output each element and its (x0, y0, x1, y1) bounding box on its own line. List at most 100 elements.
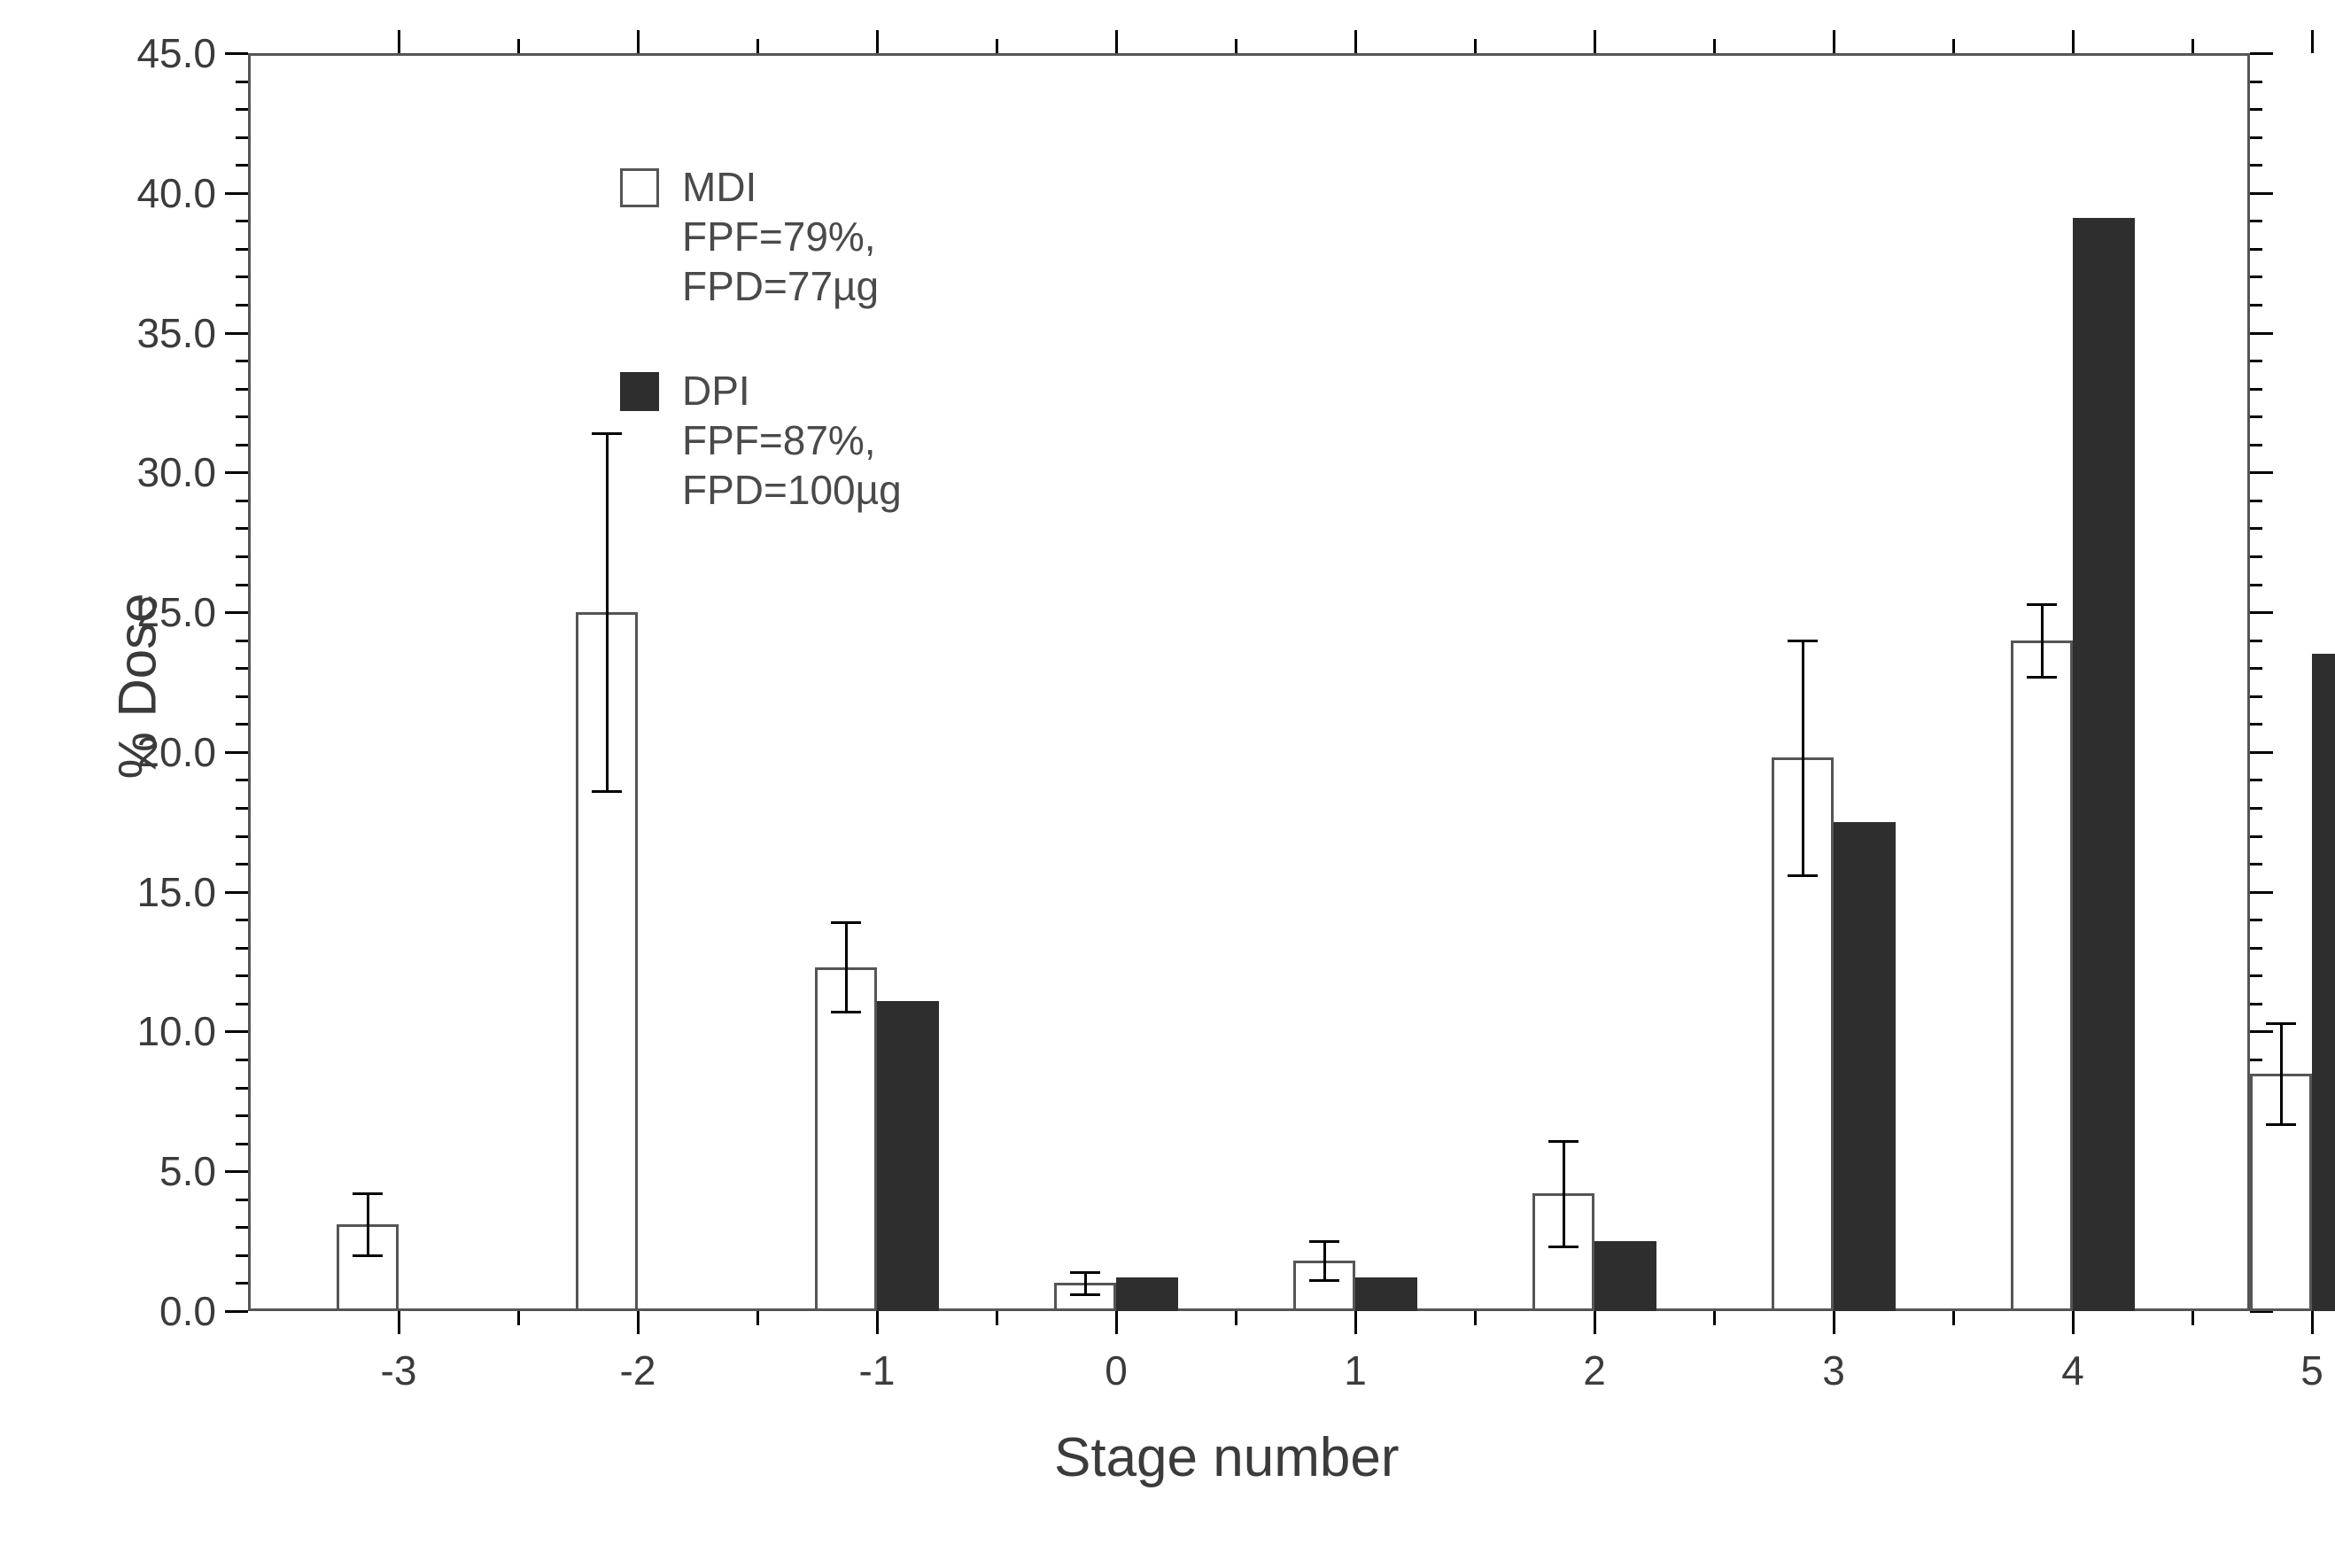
y-minor-tick (236, 584, 248, 586)
y-tick (225, 1170, 248, 1173)
y-tick-label: 5.0 (159, 1147, 216, 1195)
y-tick-label: 45.0 (136, 29, 216, 77)
y-minor-tick (2250, 974, 2262, 977)
x-tick (876, 1311, 879, 1334)
y-tick (225, 611, 248, 614)
x-tick-label: 2 (1550, 1347, 1639, 1394)
error-bar (1563, 1141, 1565, 1247)
legend-swatch-dpi (620, 372, 659, 411)
y-minor-tick (2250, 919, 2262, 921)
error-bar-cap (353, 1192, 383, 1195)
x-tick-label: 3 (1789, 1347, 1878, 1394)
y-tick-label: 40.0 (136, 169, 216, 217)
x-minor-tick (1713, 1311, 1716, 1325)
y-minor-tick (236, 81, 248, 83)
x-tick-label: 4 (2029, 1347, 2117, 1394)
x-tick (2072, 30, 2075, 53)
y-minor-tick (2250, 1003, 2262, 1005)
y-minor-tick (2250, 248, 2262, 251)
y-tick (2250, 52, 2273, 55)
y-minor-tick (236, 1114, 248, 1117)
x-minor-tick (1235, 1311, 1237, 1325)
bar-dpi (2312, 654, 2335, 1311)
y-minor-tick (236, 974, 248, 977)
x-tick-label: 5 (2268, 1347, 2335, 1394)
y-minor-tick (2250, 136, 2262, 139)
plot-area (248, 53, 2250, 1311)
x-tick (1833, 1311, 1835, 1334)
y-minor-tick (236, 248, 248, 251)
y-tick (225, 751, 248, 754)
y-minor-tick (236, 444, 248, 446)
x-minor-tick (1952, 1311, 1955, 1325)
y-tick (225, 192, 248, 195)
y-minor-tick (236, 415, 248, 418)
legend-label: DPI (682, 367, 750, 415)
x-tick-label: -1 (833, 1347, 921, 1394)
x-minor-tick (2191, 1311, 2194, 1325)
legend-label: FPF=79%, (682, 213, 876, 260)
x-minor-tick (756, 39, 759, 53)
y-tick (225, 1310, 248, 1313)
y-tick-label: 35.0 (136, 309, 216, 357)
y-tick (2250, 192, 2273, 195)
y-minor-tick (236, 779, 248, 781)
error-bar-cap (2266, 1022, 2296, 1025)
y-minor-tick (236, 1143, 248, 1145)
y-minor-tick (236, 919, 248, 921)
x-axis-label: Stage number (1054, 1426, 1399, 1489)
x-tick (637, 1311, 640, 1334)
x-tick (2311, 1311, 2314, 1334)
y-tick (2250, 1030, 2273, 1033)
y-minor-tick (236, 1226, 248, 1229)
y-minor-tick (2250, 667, 2262, 670)
x-minor-tick (996, 1311, 998, 1325)
legend-label: FPD=100µg (682, 466, 902, 514)
y-minor-tick (2250, 947, 2262, 950)
y-tick-label: 15.0 (136, 868, 216, 916)
x-tick (2311, 30, 2314, 53)
x-minor-tick (1474, 1311, 1477, 1325)
y-tick (2250, 332, 2273, 335)
error-bar-cap (1070, 1271, 1100, 1274)
y-tick (225, 891, 248, 894)
dose-stage-bar-chart: 0.05.010.015.020.025.030.035.040.045.0% … (0, 0, 2335, 1568)
x-minor-tick (756, 1311, 759, 1325)
legend-label: FPF=87%, (682, 416, 876, 464)
y-minor-tick (2250, 304, 2262, 307)
x-minor-tick (1235, 39, 1237, 53)
y-tick (2250, 751, 2273, 754)
bar-mdi (815, 967, 877, 1311)
bar-dpi (1594, 1241, 1656, 1311)
x-minor-tick (1713, 39, 1716, 53)
y-minor-tick (2250, 108, 2262, 111)
x-tick-label: 0 (1072, 1347, 1160, 1394)
error-bar (845, 922, 848, 1012)
error-bar (1323, 1241, 1326, 1280)
y-minor-tick (236, 527, 248, 530)
y-minor-tick (2250, 640, 2262, 642)
error-bar (2041, 604, 2044, 677)
y-minor-tick (236, 555, 248, 558)
y-tick (225, 471, 248, 474)
x-tick (1594, 30, 1596, 53)
y-minor-tick (2250, 527, 2262, 530)
legend-label: MDI (682, 163, 756, 211)
bar-dpi (877, 1001, 939, 1311)
x-tick (2072, 1311, 2075, 1334)
error-bar-cap (831, 1011, 861, 1013)
x-tick-label: -3 (354, 1347, 443, 1394)
y-tick-label: 0.0 (159, 1287, 216, 1335)
y-minor-tick (2250, 164, 2262, 167)
error-bar-cap (2266, 1123, 2296, 1126)
y-minor-tick (236, 640, 248, 642)
x-tick (1115, 1311, 1118, 1334)
y-minor-tick (2250, 807, 2262, 810)
x-tick (1594, 1311, 1596, 1334)
y-minor-tick (236, 807, 248, 810)
x-tick (637, 30, 640, 53)
y-minor-tick (236, 500, 248, 502)
x-minor-tick (1474, 39, 1477, 53)
y-minor-tick (236, 667, 248, 670)
y-minor-tick (236, 947, 248, 950)
